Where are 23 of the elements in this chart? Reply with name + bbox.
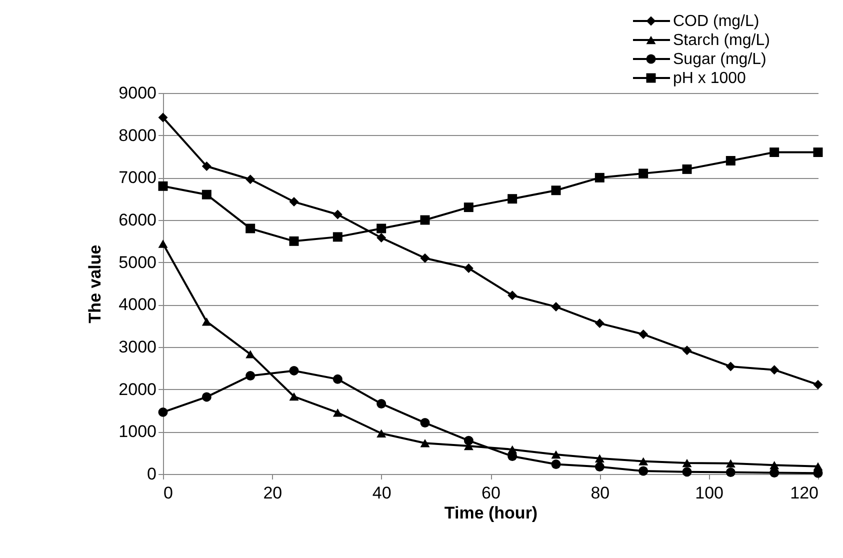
x-tick-label: 20 xyxy=(263,484,282,502)
y-tick-label: 3000 xyxy=(118,338,156,356)
legend-label: Sugar (mg/L) xyxy=(673,51,766,68)
x-tick-label: 0 xyxy=(164,484,173,502)
y-tick-label: 9000 xyxy=(118,84,156,102)
legend-label: Starch (mg/L) xyxy=(673,32,770,49)
x-tick-label: 80 xyxy=(590,484,610,502)
y-tick-label: 4000 xyxy=(118,295,156,314)
x-tick-label: 100 xyxy=(695,484,724,502)
x-tick-label: 120 xyxy=(790,484,818,502)
y-tick-label: 8000 xyxy=(118,126,156,145)
y-tick-label: 1000 xyxy=(118,422,156,442)
y-tick-label: 6000 xyxy=(118,210,156,230)
legend-label: COD (mg/L) xyxy=(673,13,760,30)
x-tick-label: 60 xyxy=(482,484,500,502)
x-tick-label: 40 xyxy=(372,484,392,502)
x-axis-title: Time (hour) xyxy=(444,504,538,522)
y-tick-label: 5000 xyxy=(118,252,156,272)
legend-label: pH x 1000 xyxy=(673,70,746,87)
y-tick-label: 0 xyxy=(147,464,156,484)
y-axis-title: The value xyxy=(86,244,105,324)
y-tick-label: 7000 xyxy=(118,168,156,188)
y-tick-label: 2000 xyxy=(118,380,156,399)
